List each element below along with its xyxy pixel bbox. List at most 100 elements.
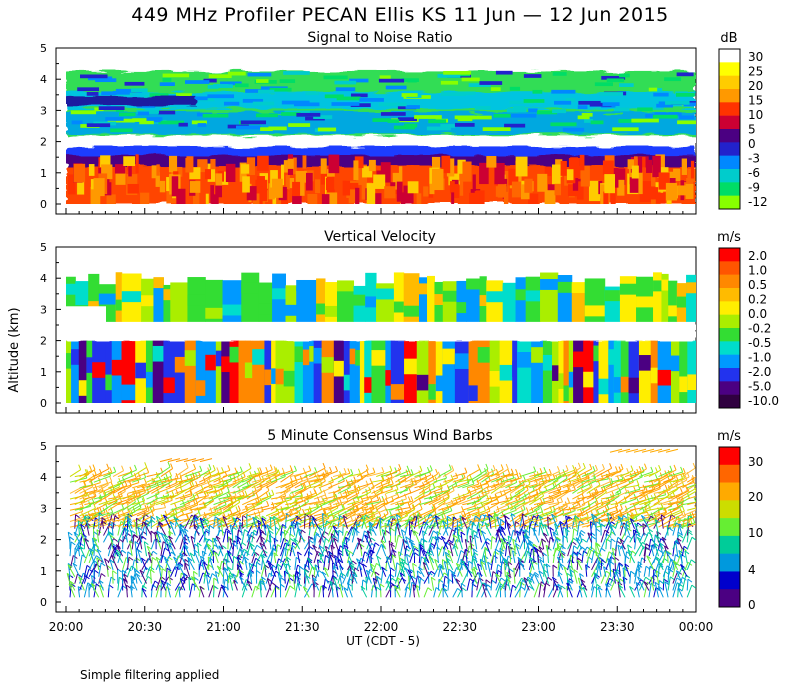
wind-barb-feather <box>286 556 292 561</box>
wind-barb <box>572 498 585 506</box>
wind-barb <box>69 581 76 591</box>
wind-barb-feather <box>96 557 102 562</box>
snr-cell <box>162 77 172 82</box>
wind-barb-feather <box>213 585 219 590</box>
wind-barb <box>398 551 401 564</box>
vv-column <box>613 340 622 403</box>
wind-barb <box>413 530 420 543</box>
snr-cell <box>553 100 572 105</box>
wind-barb-feather <box>405 536 410 541</box>
wind-barb <box>270 476 286 483</box>
snr-cell <box>281 100 310 105</box>
wind-barb-feather <box>179 578 185 582</box>
wind-barb <box>473 534 478 550</box>
wind-barb <box>175 493 193 500</box>
wind-barb <box>366 530 372 543</box>
wind-barb <box>117 577 120 591</box>
vv-column <box>568 340 574 403</box>
vv-column <box>686 274 696 322</box>
wind-barb <box>472 558 478 571</box>
vv-cell <box>152 345 164 362</box>
wind-barb <box>69 516 84 522</box>
vv-cell <box>573 351 584 368</box>
snr-cell <box>639 181 652 203</box>
wind-barb <box>93 468 109 478</box>
wind-barb <box>524 551 529 564</box>
snr-cell <box>207 163 216 182</box>
wind-barb <box>538 515 545 529</box>
wind-barb <box>505 498 520 506</box>
wind-barb-feather <box>484 522 490 527</box>
wind-barb <box>581 477 596 483</box>
wind-barb <box>270 472 285 478</box>
vv-column <box>215 340 222 403</box>
wind-barb-feather <box>418 566 423 571</box>
wind-barb <box>261 506 275 511</box>
wind-barb <box>643 486 661 494</box>
wind-barb <box>164 557 171 571</box>
snr-cell <box>326 176 335 198</box>
wind-barb-feather <box>419 503 423 510</box>
wind-barb <box>615 494 630 506</box>
wind-barb <box>490 483 506 494</box>
wind-barb-feather <box>134 541 140 545</box>
vv-cell <box>275 368 285 385</box>
wind-barb <box>265 480 278 489</box>
wind-barb-feather <box>486 487 490 494</box>
wind-barb-feather <box>108 470 111 477</box>
wind-barb <box>600 509 618 517</box>
wind-barb <box>452 498 466 506</box>
wind-barb <box>227 494 245 500</box>
wind-barb-feather <box>333 576 338 581</box>
wind-barb-feather <box>441 535 446 540</box>
wind-barb <box>507 561 511 577</box>
wind-barb <box>500 578 508 591</box>
wind-barb <box>486 483 499 489</box>
wind-barb <box>136 536 143 550</box>
wind-barb-feather <box>577 557 583 562</box>
wind-barb <box>237 509 249 517</box>
snr-cell <box>627 159 638 169</box>
wind-barb <box>361 499 379 506</box>
wind-barb-feather <box>595 508 599 515</box>
wind-barb <box>361 487 375 494</box>
wind-barb <box>648 583 652 598</box>
snr-boundary-edge <box>66 146 696 156</box>
y-tick-label: 4 <box>40 272 47 285</box>
snr-cell <box>105 117 124 121</box>
wind-barb <box>265 510 278 517</box>
wind-barb <box>495 488 511 494</box>
wind-barb-feather <box>435 515 440 519</box>
wind-barb <box>126 557 130 570</box>
vv-cell <box>238 355 246 372</box>
wind-barb-feather <box>429 465 433 471</box>
wind-barb <box>222 516 229 529</box>
vv-cell <box>170 287 188 299</box>
wind-barb-feather <box>384 522 390 527</box>
wind-barb-feather <box>130 576 136 581</box>
wind-barb <box>338 583 344 598</box>
wind-barb <box>510 477 522 483</box>
wind-barb <box>364 534 372 550</box>
wind-barb-feather <box>130 575 136 580</box>
wind-barb <box>284 577 290 591</box>
snr-cell <box>256 79 269 83</box>
wind-barb-feather <box>545 563 551 568</box>
wind-barb <box>639 522 657 528</box>
wind-barb <box>222 482 237 489</box>
snr-cell <box>225 163 236 183</box>
wind-barb-feather <box>213 537 218 542</box>
wind-barb <box>638 532 645 543</box>
snr-cell <box>80 74 108 79</box>
wind-barb <box>548 470 560 478</box>
wind-barb <box>216 565 224 577</box>
wind-barb <box>170 504 185 511</box>
wind-barb <box>380 483 394 489</box>
wind-barb <box>500 477 514 483</box>
wind-barb-feather <box>533 466 537 472</box>
wind-barb-feather <box>481 530 487 535</box>
wind-barb <box>327 522 335 536</box>
wind-barb-feather <box>495 548 500 553</box>
wind-barb <box>203 482 221 489</box>
vv-cell <box>650 367 659 384</box>
